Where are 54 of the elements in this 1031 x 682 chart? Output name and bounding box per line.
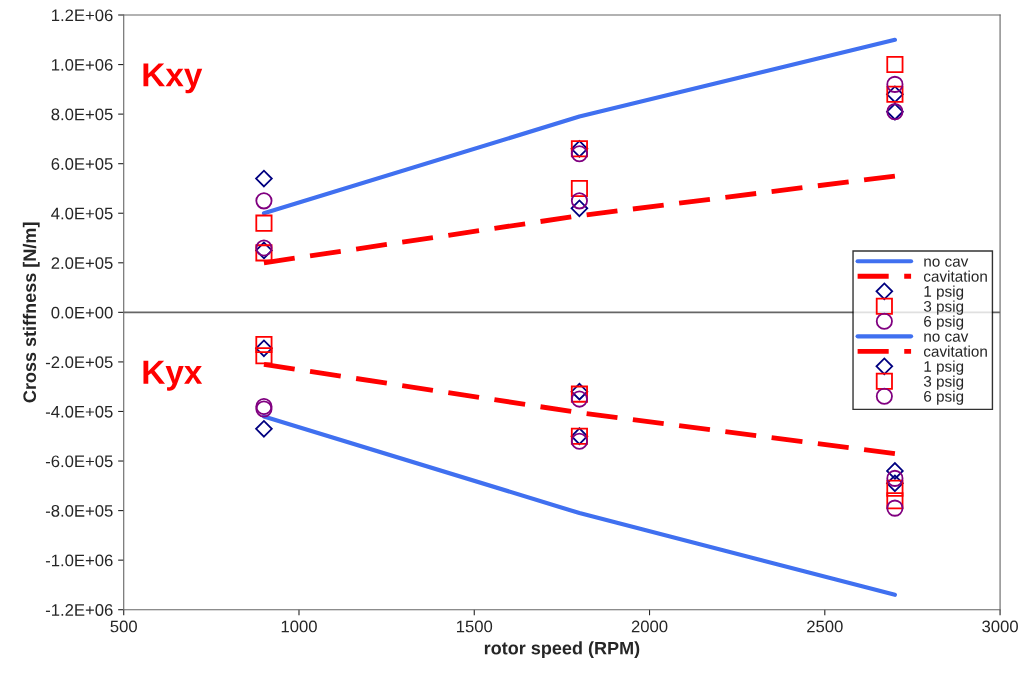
point	[255, 420, 273, 438]
point	[570, 179, 588, 198]
y-tick-label: -8.0E+05	[45, 504, 113, 517]
x-tick-label: 3000	[982, 620, 1018, 633]
y-tick-label: -1.2E+06	[45, 604, 113, 616]
point	[570, 432, 588, 450]
y-tick-label: -4.0E+05	[45, 405, 113, 418]
x-tick-label: 1500	[456, 620, 493, 633]
point	[886, 56, 904, 74]
annotation: Kxy	[143, 63, 203, 94]
point	[255, 347, 273, 365]
legend-label: cavitation	[923, 270, 987, 282]
x-tick-label: 2500	[807, 620, 843, 633]
legend-label: 6 psig	[924, 315, 964, 330]
y-tick-label: 4.0E+05	[51, 207, 113, 220]
legend-label: no cav	[924, 333, 969, 342]
y-tick-label: -6.0E+05	[45, 455, 113, 468]
legend-label: 1 psig	[924, 285, 964, 300]
y-tick-label: -2.0E+05	[45, 356, 113, 369]
point	[570, 145, 588, 163]
point	[886, 492, 904, 510]
y-tick-label: 1.0E+06	[52, 58, 113, 71]
point	[886, 499, 904, 517]
y-tick-label: 2.0E+05	[51, 257, 113, 269]
y-tick-label: -1.0E+06	[45, 554, 113, 567]
y-tick-label: 6.0E+05	[51, 158, 113, 170]
point	[886, 462, 904, 480]
point	[886, 474, 904, 493]
y-tick-label: 0.0E+00	[51, 306, 113, 319]
point	[886, 469, 904, 487]
x-tick-label: 500	[110, 620, 137, 633]
point	[886, 479, 904, 497]
point	[255, 214, 273, 232]
legend-label: no cav	[924, 258, 969, 267]
legend-label: 3 psig	[923, 300, 964, 315]
y-axis-title: Cross stiffness [N/m]	[22, 222, 40, 403]
point	[570, 199, 589, 218]
legend-label: cavitation	[923, 345, 987, 357]
x-axis-title: rotor speed (RPM)	[484, 641, 640, 659]
legend-label: 1 psig	[924, 360, 964, 375]
point	[570, 192, 588, 210]
x-tick-label: 2000	[631, 620, 668, 633]
annotation: Kyx	[143, 360, 203, 391]
point	[886, 75, 904, 93]
legend-label: 6 psig	[924, 390, 964, 405]
point	[255, 192, 273, 210]
point	[255, 339, 273, 358]
point	[255, 336, 273, 354]
x-tick-label: 1000	[281, 620, 317, 633]
y-tick-label: 8.0E+05	[51, 108, 113, 121]
legend-label: 3 psig	[923, 375, 964, 390]
point	[570, 390, 588, 408]
y-tick-label: 1.2E+06	[52, 9, 113, 22]
point	[255, 169, 273, 188]
